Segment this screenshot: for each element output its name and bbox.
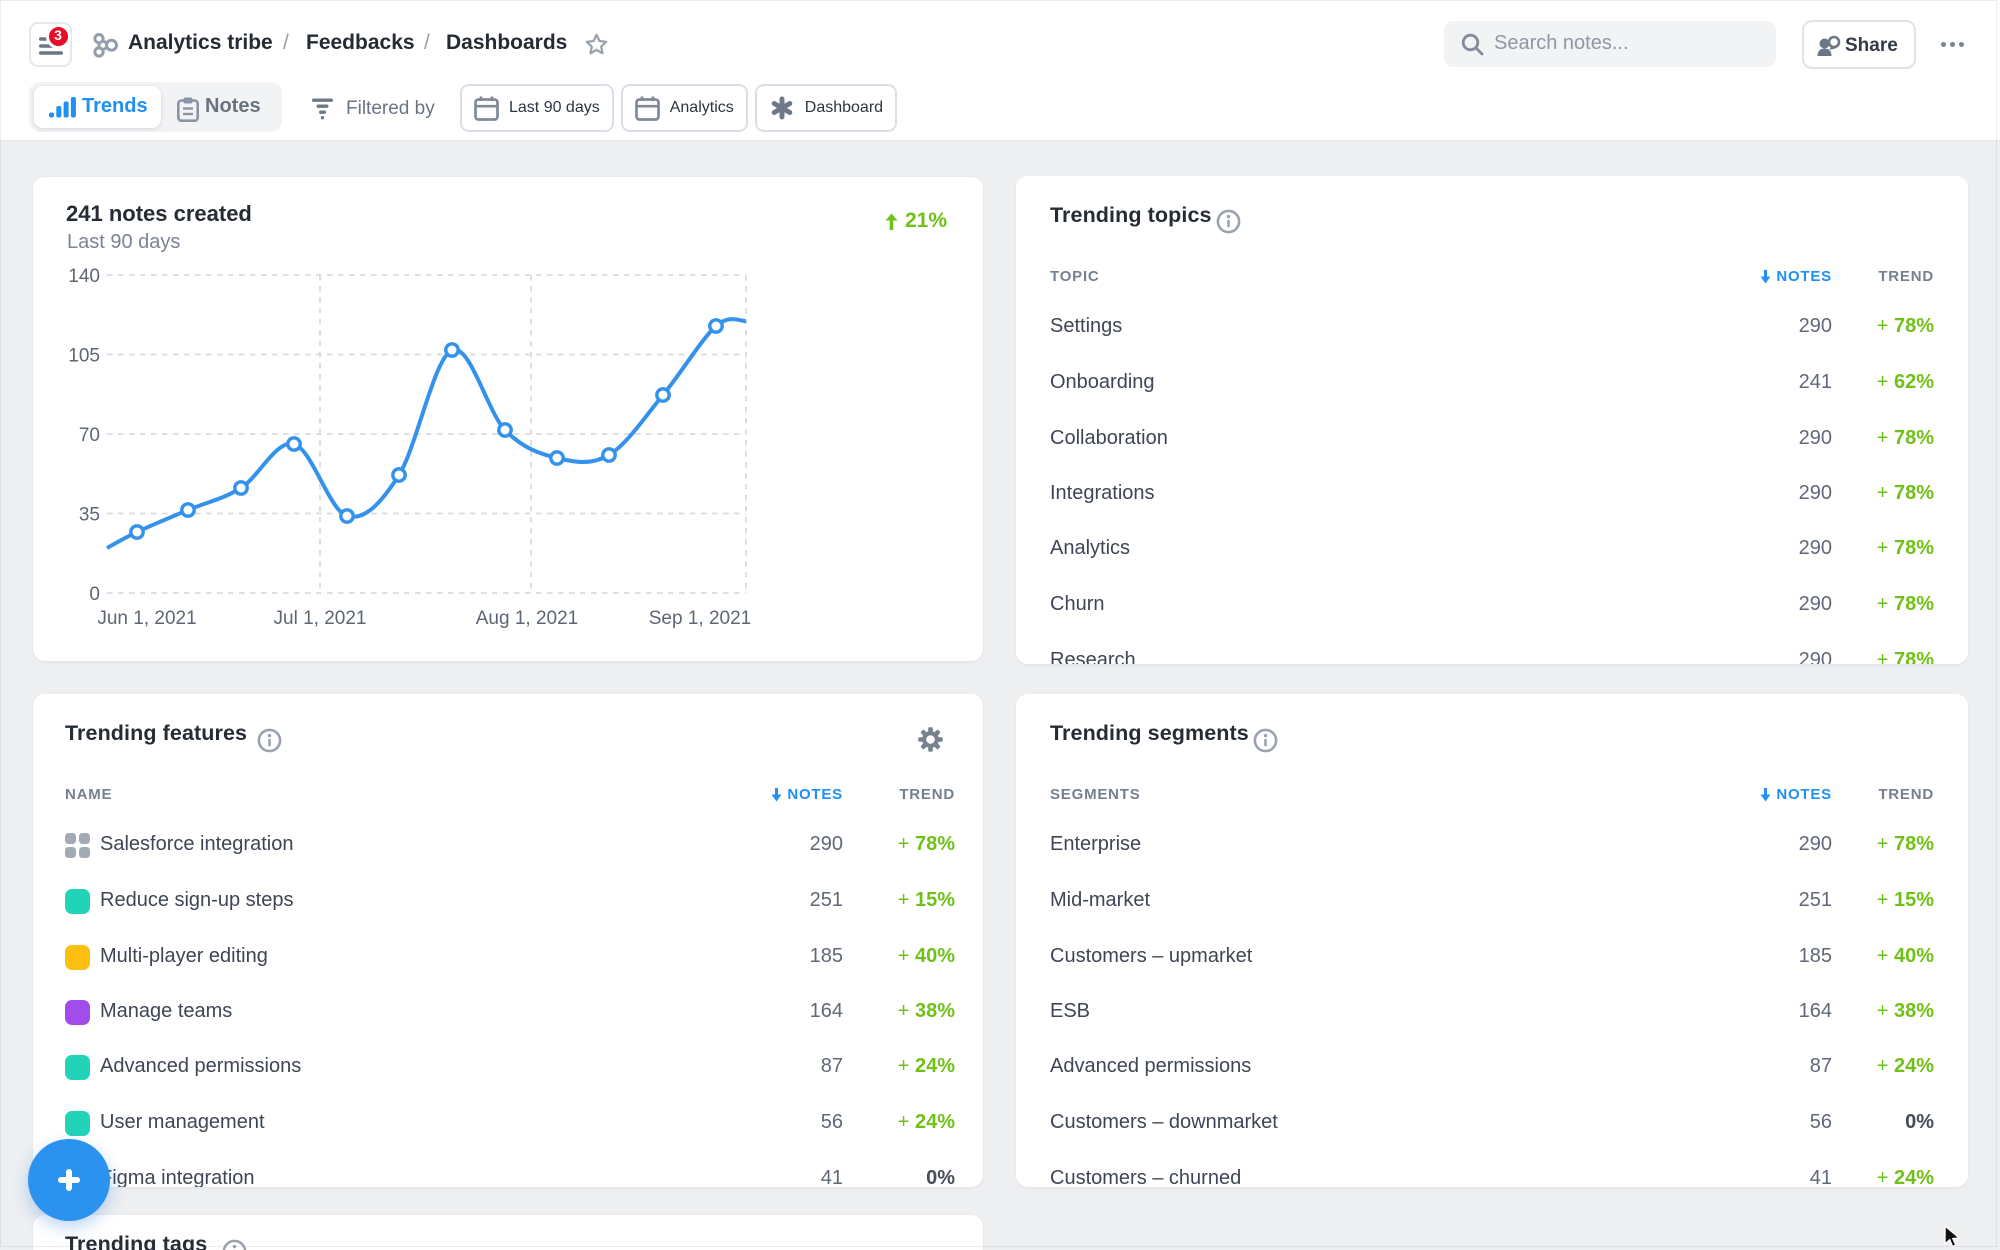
svg-text:Jul 1, 2021: Jul 1, 2021	[274, 608, 367, 629]
svg-text:140: 140	[68, 266, 100, 287]
svg-text:Aug 1, 2021: Aug 1, 2021	[476, 608, 578, 629]
svg-text:Jun 1, 2021: Jun 1, 2021	[97, 608, 196, 629]
svg-text:0: 0	[89, 584, 100, 605]
svg-text:105: 105	[68, 346, 100, 367]
svg-text:35: 35	[79, 505, 100, 526]
svg-text:70: 70	[79, 425, 100, 446]
svg-text:Sep 1, 2021: Sep 1, 2021	[649, 608, 751, 629]
